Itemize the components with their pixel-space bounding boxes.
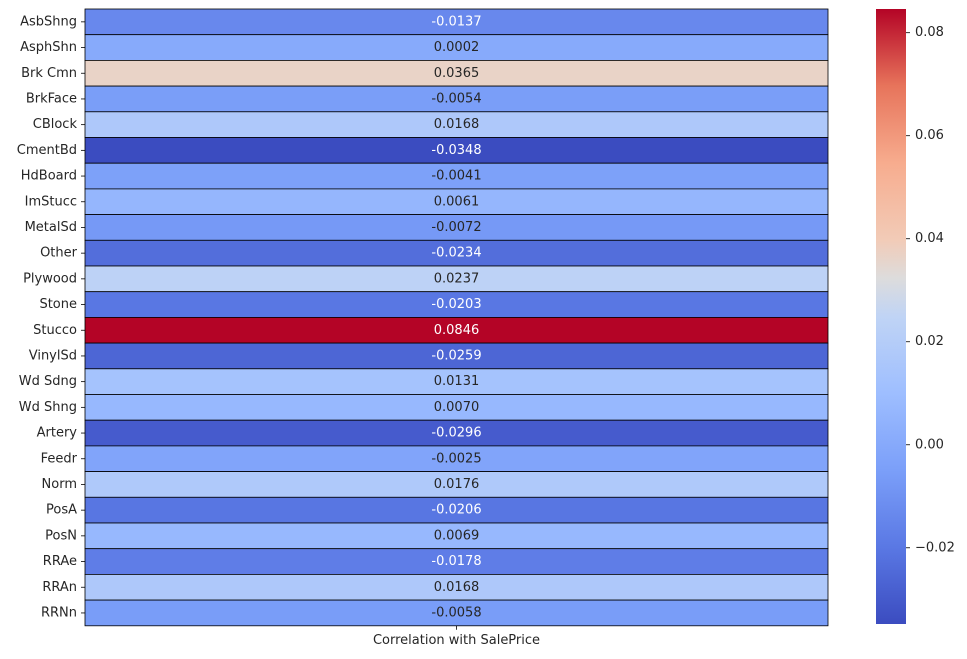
y-tick-label: PosN [45,528,77,543]
y-tick-label: Stone [39,297,77,312]
colorbar-ticks: −0.02 0.00 0.02 0.04 0.06 0.08 [906,25,955,555]
cell-value-label: 0.0069 [434,528,480,543]
cell-value-label: 0.0168 [434,580,480,595]
cell-value-label: 0.0237 [434,271,480,286]
y-tick-label: VinylSd [29,348,77,363]
heatmap-cell [84,60,829,87]
cell-value-label: -0.0234 [431,246,481,261]
y-tick-label: Norm [42,477,77,492]
heatmap-cell [84,496,829,524]
cell-value-label: 0.0176 [434,477,480,492]
heatmap-cell [84,574,829,601]
cell-value-label: -0.0259 [431,348,481,363]
heatmap-cell [84,239,829,267]
cell-value-label: -0.0348 [431,143,481,158]
colorbar-tick-label: 0.04 [915,231,944,246]
y-tick-label: Brk Cmn [21,66,77,81]
y-tick-label: Artery [37,426,78,441]
colorbar-tick-label: 0.00 [915,437,944,452]
cell-value-label: -0.0296 [431,426,481,441]
y-tick-label: Other [40,246,78,261]
cell-value-label: 0.0365 [434,66,480,81]
colorbar: −0.02 0.00 0.02 0.04 0.06 0.08 [876,9,955,624]
cell-value-label: -0.0025 [431,451,481,466]
cell-value-label: 0.0002 [434,40,480,55]
x-tick-label: Correlation with SalePrice [373,633,540,648]
heatmap-cell [84,265,829,293]
y-tick-label: CmentBd [17,143,77,158]
y-tick-label: ImStucc [25,194,77,209]
heatmap-cells [84,8,829,627]
cell-value-label: -0.0203 [431,297,481,312]
y-tick-label: Wd Sdng [19,374,77,389]
y-tick-label: AsphShn [20,40,77,55]
cell-value-label: -0.0054 [431,91,481,106]
y-tick-label: RRAn [42,580,77,595]
colorbar-tick-label: 0.06 [915,128,944,143]
heatmap-cell [84,8,829,36]
y-tick-label: RRAe [43,554,77,569]
heatmap-cell [84,85,829,113]
colorbar-tick-label: 0.02 [915,334,944,349]
x-axis: Correlation with SalePrice [373,625,540,648]
heatmap-cell [84,471,829,498]
y-tick-label: Feedr [41,451,78,466]
colorbar-gradient [876,9,906,624]
y-tick-label: RRNn [41,605,77,620]
heatmap-cell [84,342,829,370]
y-tick-label: HdBoard [21,169,77,184]
cell-value-label: 0.0070 [434,400,480,415]
heatmap-cell [84,291,829,318]
y-tick-label: PosA [46,503,77,518]
heatmap-cell [84,522,829,550]
y-tick-label: AsbShng [20,14,77,29]
y-tick-label: BrkFace [26,91,77,106]
y-tick-label: Wd Shng [19,400,77,415]
cell-value-label: -0.0041 [431,169,481,184]
heatmap-cell [84,548,829,575]
y-tick-label: CBlock [33,117,78,132]
cell-value-label: -0.0206 [431,503,481,518]
y-tick-label: Plywood [23,271,77,286]
cell-value-label: 0.0061 [434,194,480,209]
cell-value-labels: -0.0137 0.0002 0.0365 -0.0054 0.0168 -0.0348 -… [431,14,481,620]
cell-value-label: -0.0072 [431,220,481,235]
cell-value-label: 0.0846 [434,323,480,338]
cell-value-label: -0.0137 [431,14,481,29]
y-axis: AsbShng AsphShn Brk Cmn BrkFace CBlock CmentB… [17,14,85,620]
colorbar-tick-label: −0.02 [915,540,955,555]
cell-value-label: -0.0058 [431,605,481,620]
y-tick-label: Stucco [33,323,77,338]
cell-value-label: 0.0168 [434,117,480,132]
y-tick-label: MetalSd [25,220,77,235]
colorbar-tick-label: 0.08 [915,25,944,40]
heatmap-cell [84,34,829,61]
cell-value-label: -0.0178 [431,554,481,569]
cell-value-label: 0.0131 [434,374,480,389]
